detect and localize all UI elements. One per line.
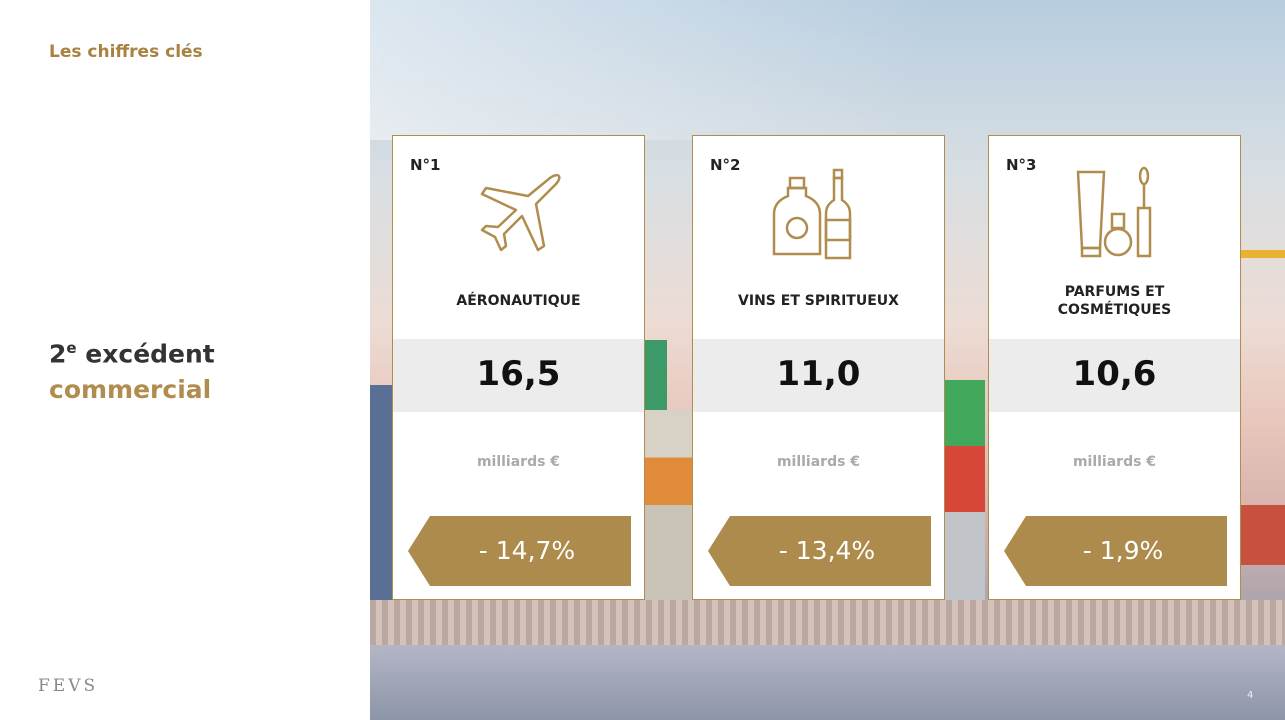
unit: milliards € bbox=[1072, 454, 1157, 470]
card: N°3 PARFUMS ET COSMÉTIQUES 10,6 milliard… bbox=[988, 135, 1241, 600]
headline-superscript: e bbox=[66, 339, 77, 357]
card: N°2 VINS ET SPIRITUEUX 11,0 milliards € … bbox=[692, 135, 945, 600]
bottles-icon bbox=[772, 168, 852, 260]
change: - 1,9% bbox=[1082, 536, 1164, 565]
unit: milliards € bbox=[476, 454, 561, 470]
label: PARFUMS ET COSMÉTIQUES bbox=[1057, 284, 1172, 318]
section-title: Les chiffres clés bbox=[49, 42, 203, 62]
cosmetics-icon bbox=[1076, 166, 1152, 258]
headline-number: 2 bbox=[49, 339, 67, 369]
headline-line2: commercial bbox=[49, 375, 212, 405]
plane-icon bbox=[480, 173, 561, 252]
logo: FEVS bbox=[38, 676, 99, 696]
value-band bbox=[989, 339, 1240, 412]
headline: 2e excédent commercial bbox=[49, 330, 215, 408]
change-banner bbox=[408, 516, 631, 586]
left-panel bbox=[0, 0, 370, 720]
page-number: 4 bbox=[1247, 690, 1254, 701]
change: - 13,4% bbox=[778, 536, 876, 565]
unit: milliards € bbox=[776, 454, 861, 470]
value: 16,5 bbox=[476, 354, 561, 394]
change: - 14,7% bbox=[478, 536, 576, 565]
rank: N°2 bbox=[710, 156, 741, 174]
rank: N°3 bbox=[1006, 156, 1037, 174]
value-band bbox=[693, 339, 944, 412]
value: 10,6 bbox=[1072, 354, 1157, 394]
change-banner bbox=[708, 516, 931, 586]
change-banner bbox=[1004, 516, 1227, 586]
value-band bbox=[393, 339, 644, 412]
headline-line1: excédent bbox=[76, 339, 215, 369]
label: AÉRONAUTIQUE bbox=[456, 293, 581, 309]
value: 11,0 bbox=[776, 354, 861, 394]
card: N°1 AÉRONAUTIQUE 16,5 milliards € - 14,7… bbox=[392, 135, 645, 600]
label: VINS ET SPIRITUEUX bbox=[738, 293, 899, 309]
rank: N°1 bbox=[410, 156, 441, 174]
